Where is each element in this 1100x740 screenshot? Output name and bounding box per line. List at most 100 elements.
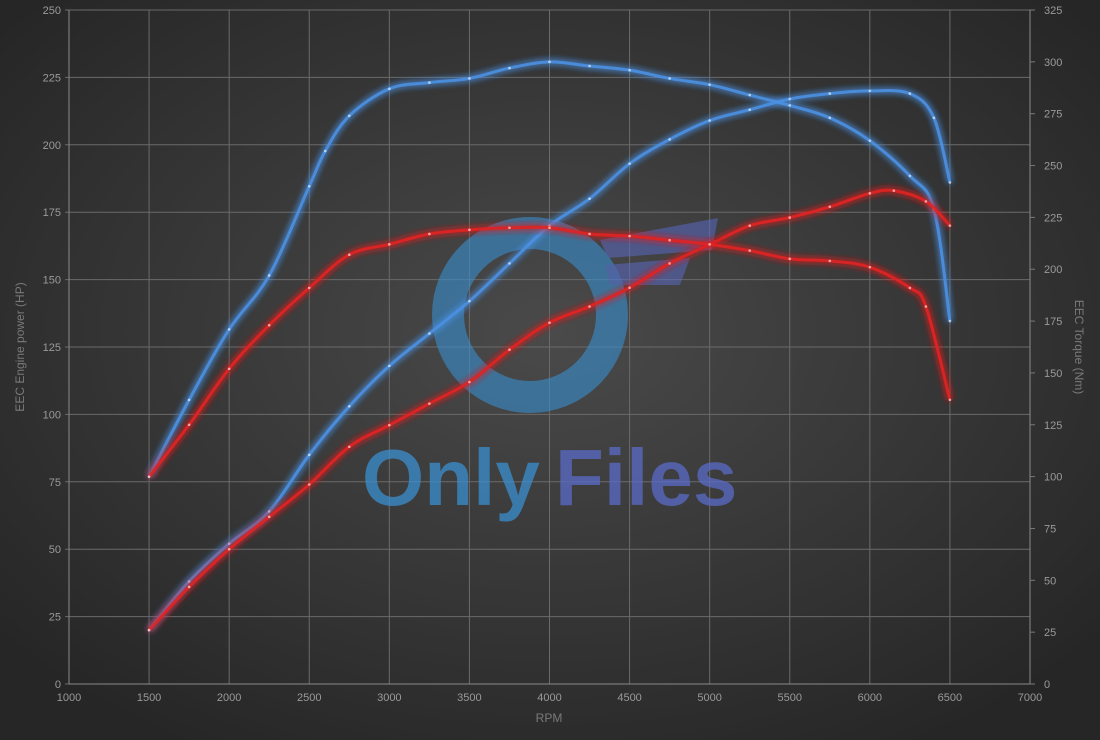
data-point [187,423,191,427]
data-point [347,405,351,408]
x-tick-label: 1500 [137,692,161,704]
y-right-tick-label: 175 [1044,316,1062,328]
data-point [388,87,391,91]
data-point [187,398,191,402]
series-line-1 [147,60,952,478]
data-point [628,286,631,289]
y-right-tick-label: 25 [1044,627,1056,639]
data-point [388,364,391,368]
data-point [307,453,311,457]
data-point [908,174,912,178]
data-point [628,68,631,72]
y-right-tick-label: 125 [1044,420,1062,432]
data-point [468,77,471,80]
x-tick-label: 4000 [537,692,561,704]
x-tick-label: 4500 [617,692,641,704]
data-point [508,66,511,70]
y-axis-left-label: EEC Engine power (HP) [13,282,27,411]
data-point [924,305,928,308]
data-point [468,228,471,232]
data-point [708,243,711,246]
data-point [227,547,231,551]
data-point [267,274,271,277]
data-point [908,92,912,95]
y-right-tick-label: 150 [1044,368,1062,380]
y-axis-right-label: EEC Torque (Nm) [1072,300,1086,394]
x-tick-label: 6500 [938,692,962,704]
data-point [187,580,191,583]
y-right-tick-label: 275 [1044,109,1062,121]
watermark-text-left: Only [362,433,540,522]
watermark-logo: Only Files [362,217,737,522]
series-line-3 [147,225,952,478]
data-point [948,319,952,323]
data-point [788,104,792,107]
data-point [267,323,271,327]
y-right-tick-label: 300 [1044,57,1062,69]
data-point [428,402,431,405]
data-point [307,286,311,290]
data-point [388,243,391,246]
data-point [323,149,327,153]
series-line-2 [147,188,952,632]
data-point [668,262,671,265]
data-point [548,60,551,64]
data-point [708,119,711,122]
data-point [948,224,952,227]
data-point [227,542,231,546]
data-point [868,89,872,93]
x-tick-label: 5000 [697,692,721,704]
data-point [307,483,311,486]
data-point [508,348,511,351]
data-point [588,64,591,68]
x-tick-label: 2000 [217,692,241,704]
y-left-tick-label: 125 [43,342,61,354]
data-point [788,97,792,101]
data-point [788,257,792,261]
y-right-tick-label: 50 [1044,575,1056,587]
x-tick-label: 7000 [1018,692,1042,704]
data-point [267,515,271,519]
data-point [868,192,872,195]
x-axis-label: RPM [536,711,563,725]
data-point [748,108,752,112]
y-left-tick-label: 200 [43,140,61,152]
y-left-tick-label: 100 [43,409,61,421]
data-point [548,321,551,325]
data-point [892,189,896,192]
data-point [948,398,952,402]
x-tick-label: 5500 [778,692,802,704]
data-point [908,286,912,290]
data-point [147,475,151,478]
y-left-tick-label: 225 [43,72,61,84]
y-right-tick-label: 100 [1044,472,1062,484]
y-right-tick-label: 0 [1044,679,1050,691]
data-point [307,184,311,188]
y-left-tick-label: 0 [55,679,61,691]
data-point [668,138,671,141]
data-point [388,423,391,427]
data-point [347,114,351,118]
y-left-tick-label: 50 [49,544,61,556]
data-point [748,93,752,97]
y-right-tick-label: 250 [1044,161,1062,173]
data-point [668,238,671,242]
data-point [347,445,351,449]
y-left-tick-label: 25 [49,612,61,624]
data-point [948,181,952,184]
data-point [468,380,471,384]
y-left-tick-label: 250 [43,5,61,17]
data-point [428,81,431,84]
data-point [508,226,511,230]
ticks: 1000 1500 2000 2500 3000 3500 4000 4500 5000 5500… [43,5,1063,704]
y-right-tick-label: 200 [1044,264,1062,276]
data-point [788,216,792,219]
data-point [628,234,631,238]
y-right-tick-label: 325 [1044,5,1062,17]
y-right-tick-label: 225 [1044,212,1062,224]
data-point [428,332,431,335]
data-point [588,232,591,236]
data-point [468,299,471,303]
data-point [868,265,872,269]
data-point [227,328,231,331]
